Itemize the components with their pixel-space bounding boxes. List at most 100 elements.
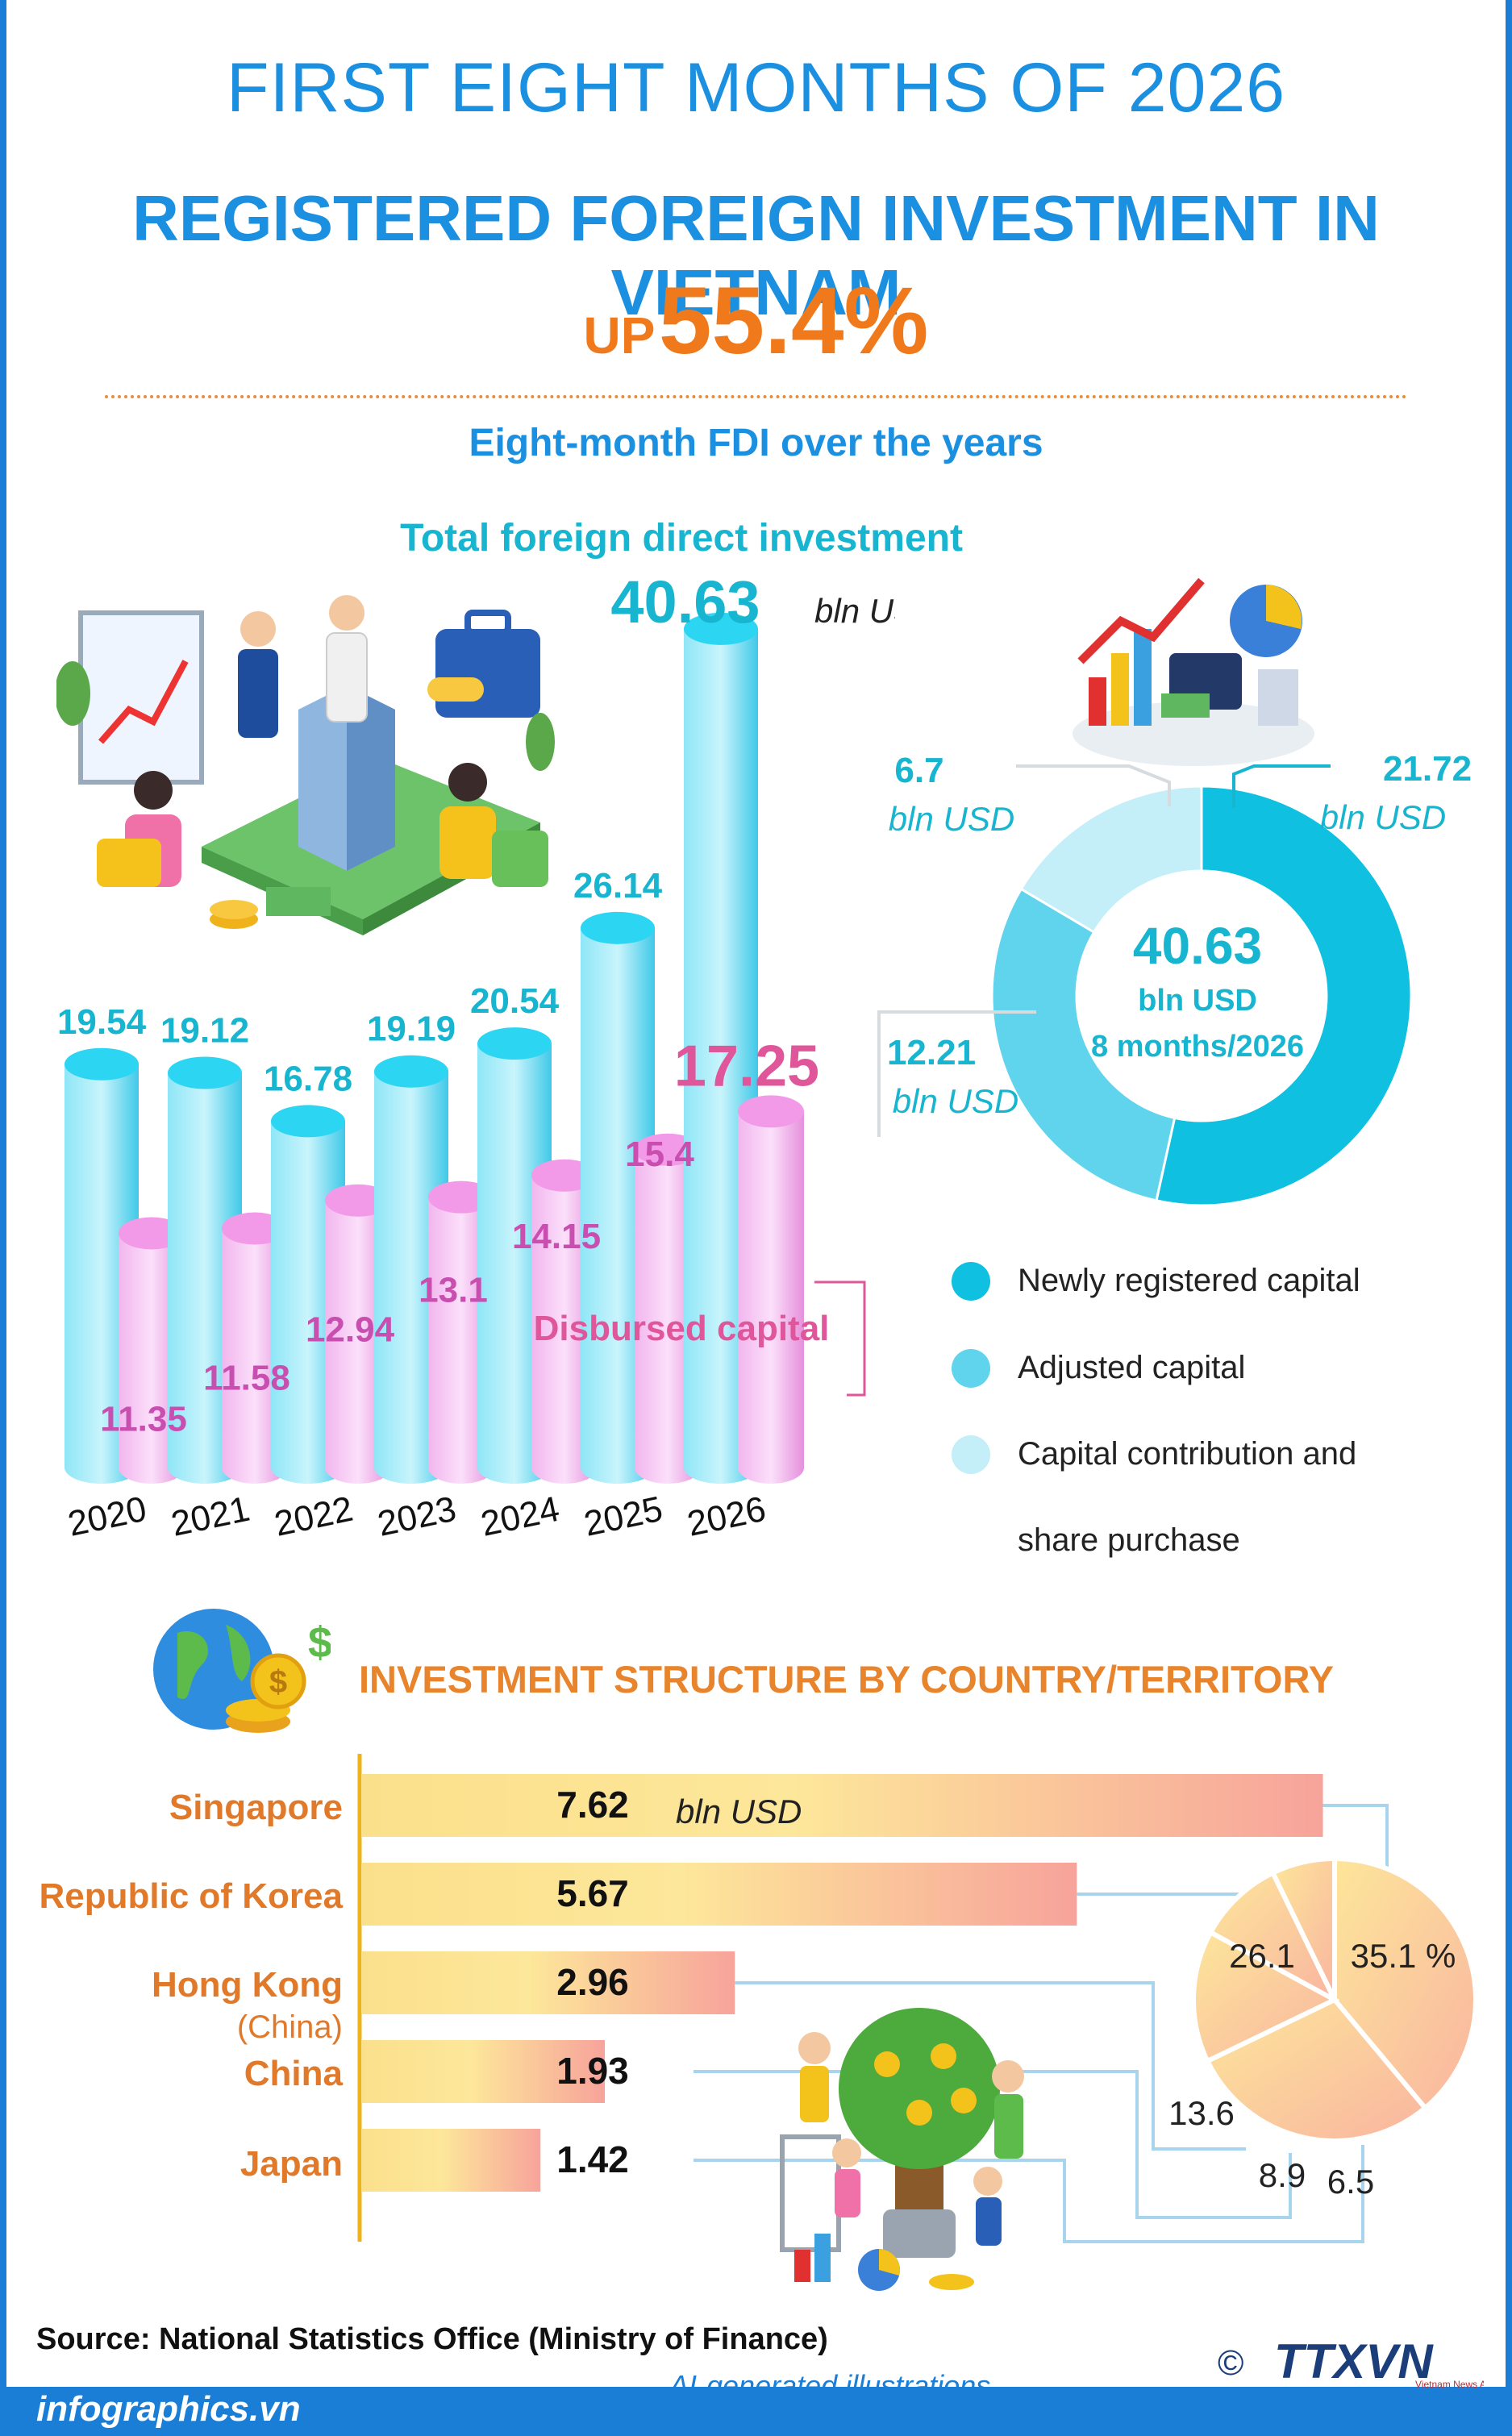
- title-main: REGISTERED FOREIGN INVESTMENT IN VIETNAM: [132, 182, 1380, 328]
- donut-label-value: 12.21: [887, 1033, 976, 1072]
- person-icon: [973, 2167, 1002, 2196]
- globe-money-illustration: $ $: [153, 1609, 331, 1733]
- business-illustration: [56, 595, 555, 935]
- country-bar: [361, 1774, 1323, 1837]
- share-pie-label: 35.1 %: [1351, 1937, 1456, 1975]
- country-sublabel: (China): [236, 2009, 343, 2045]
- leader-line: [877, 1010, 1036, 1137]
- donut-label-unit: bln USD: [893, 1082, 1018, 1120]
- money-stack-icon: [1161, 693, 1210, 718]
- legend-swatch-new: [952, 1262, 990, 1301]
- country-value-label: 7.62: [556, 1784, 629, 1826]
- person-icon: [992, 2060, 1024, 2092]
- person-icon: [798, 2032, 831, 2064]
- money-tree-illustration: [780, 2008, 1024, 2291]
- share-pie-label: 6.5: [1327, 2163, 1374, 2201]
- disbursed-value-label: 14.15: [512, 1217, 601, 1256]
- country-unit: bln USD: [676, 1793, 802, 1830]
- year-tick-label: 2025: [581, 1489, 666, 1544]
- disbursed-bracket: [814, 1280, 866, 1397]
- coins-icon: [929, 2274, 974, 2290]
- building-icon: [1258, 669, 1298, 726]
- person-icon: [240, 611, 276, 647]
- plant-icon: [526, 713, 555, 771]
- presentation-board-icon: [78, 610, 204, 785]
- donut-slice: [990, 887, 1177, 1202]
- disbursed-bar: [738, 1095, 804, 1484]
- total-value-label: 16.78: [264, 1059, 352, 1098]
- share-pie-slice: [1207, 1869, 1340, 2006]
- disbursed-value-label: 11.58: [203, 1359, 290, 1398]
- disbursed-value-label: 11.35: [100, 1399, 187, 1439]
- country-bar: [361, 2040, 606, 2103]
- legend-label: share purchase: [1018, 1522, 1240, 1558]
- donut-slice: [1155, 785, 1413, 1207]
- donut-slice: [1019, 785, 1203, 935]
- donut-label-value: 6.7: [894, 751, 943, 790]
- share-pie-label: 26.1: [1229, 1937, 1295, 1975]
- capital-donut-chart: 6.7 bln USD 21.72 bln USD 12.21 bln USD …: [877, 749, 1472, 1207]
- share-pie-slice: [1332, 1855, 1478, 2112]
- donut-label-unit: bln USD: [1320, 798, 1446, 836]
- dotted-divider: [105, 395, 1407, 398]
- country-label: China: [244, 2054, 343, 2093]
- country-label: Japan: [240, 2144, 343, 2184]
- legend-label: Adjusted capital: [1018, 1350, 1246, 1385]
- section-heading: Eight-month FDI over the years: [469, 422, 1043, 464]
- country-bar: [361, 2129, 541, 2192]
- share-pie-label: 8.9: [1259, 2156, 1306, 2194]
- year-tick-label: 2021: [168, 1489, 253, 1544]
- year-tick-label: 2026: [684, 1489, 769, 1544]
- country-value-label: 5.67: [556, 1872, 629, 1914]
- legend-label: Newly registered capital: [1018, 1263, 1360, 1298]
- plant-icon: [56, 661, 90, 726]
- site-link[interactable]: infographics.vn: [36, 2389, 301, 2429]
- bar-graph-icon: [794, 2250, 810, 2282]
- country-value-label: 2.96: [556, 1961, 629, 2003]
- total-value-label: 19.12: [160, 1011, 249, 1051]
- agency-logo: © TTXVN Vietnam News Agency: [1218, 2334, 1484, 2390]
- pot-icon: [883, 2209, 956, 2258]
- leader-line: [1232, 764, 1331, 808]
- country-label: Republic of Korea: [39, 1876, 344, 1916]
- footer-bar: [0, 2387, 1512, 2436]
- country-value-label: 1.42: [556, 2138, 629, 2180]
- up-value: 55.4%: [658, 268, 929, 374]
- donut-center-unit: bln USD: [1138, 984, 1257, 1018]
- total-value-label: 20.54: [470, 981, 560, 1021]
- copyright-icon: ©: [1218, 2343, 1243, 2383]
- country-bar: [361, 1951, 735, 2014]
- ladder-icon: [780, 2134, 841, 2252]
- person-icon: [329, 595, 364, 631]
- dollar-coin-icon: [250, 1653, 306, 1709]
- bar-graph-icon: [1089, 677, 1106, 726]
- connector-line: [735, 1981, 1246, 2151]
- growth-headline: UP 55.4%: [0, 266, 1512, 376]
- legend-label: Capital contribution and: [1018, 1436, 1357, 1472]
- leader-line: [1016, 764, 1171, 806]
- disbursed-value-label: 17.25: [674, 1034, 819, 1098]
- country-label: Singapore: [169, 1788, 343, 1827]
- trend-arrow-icon: [1077, 577, 1205, 664]
- person-icon: [832, 2138, 861, 2167]
- chart-subheading: Total foreign direct investment: [400, 517, 963, 560]
- platform-icon: [1073, 702, 1314, 766]
- total-value-label: 26.14: [573, 866, 663, 906]
- disbursed-label: Disbursed capital: [534, 1309, 830, 1348]
- total-value: 40.63: [610, 568, 760, 635]
- legend-swatch-adjusted: [952, 1349, 990, 1388]
- year-tick-label: 2020: [65, 1489, 150, 1544]
- donut-label-unit: bln USD: [889, 800, 1014, 838]
- money-stack-icon: [266, 887, 331, 916]
- title-top: FIRST EIGHT MONTHS OF 2026: [226, 49, 1286, 127]
- country-bar: [361, 1863, 1077, 1926]
- donut-center-period: 8 months/2026: [1091, 1030, 1304, 1064]
- share-pie-slice: [1269, 1855, 1337, 2001]
- agency-subtitle: Vietnam News Agency: [1415, 2379, 1484, 2390]
- country-chart: 7.62 5.67 2.96 1.93 1.42 35.1 % 26.1 13.6 8.9 6.…: [357, 1754, 1478, 2291]
- woman-laptop-icon: [134, 771, 173, 810]
- section2-heading: INVESTMENT STRUCTURE BY COUNTRY/TERRITOR…: [359, 1658, 1335, 1701]
- disbursed-value-label: 13.1: [419, 1271, 488, 1310]
- country-value-label: 1.93: [556, 2050, 629, 2092]
